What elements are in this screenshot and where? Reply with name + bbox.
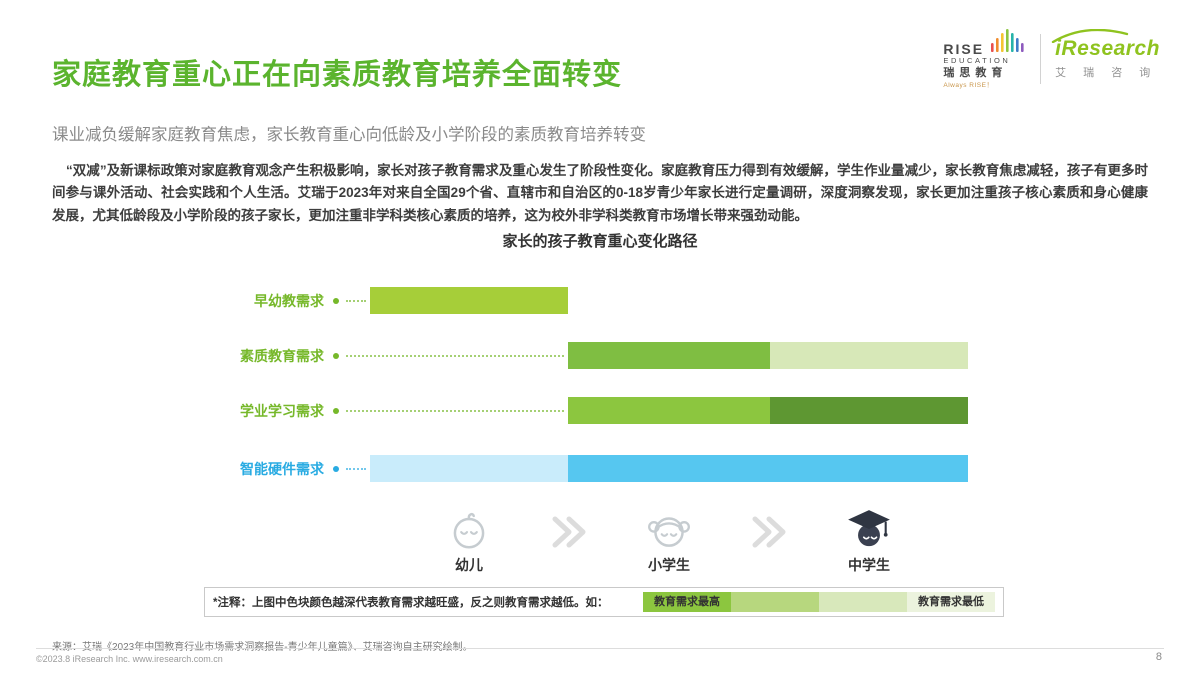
rise-bars-icon — [990, 28, 1026, 57]
chart-title: 家长的孩子教育重心变化路径 — [502, 233, 698, 250]
rise-logo-cn: 瑞思教育 — [943, 67, 1008, 80]
footer-copyright: ©2023.8 iResearch Inc. www.iresearch.com… — [36, 654, 223, 664]
leader-dot — [333, 298, 339, 304]
bar-segment — [568, 397, 770, 424]
chart-canvas: 早幼教需求素质教育需求 学业学习需求 智能硬件需求幼儿 小学生 中学生 — [52, 263, 1148, 577]
leader-dot — [333, 408, 339, 414]
stage-label: 幼儿 — [455, 557, 483, 573]
chevron-right-icon — [749, 515, 789, 549]
legend-block: 教育需求最高 — [643, 592, 731, 612]
header-logos: RISE EDUCATION 瑞思教育 Always RISE！ iResear… — [943, 28, 1160, 89]
leader-line — [346, 355, 564, 357]
rise-logo-name: RISE — [943, 41, 985, 58]
leader-line — [346, 410, 564, 412]
bar-segment — [370, 287, 568, 314]
bar-segment — [568, 455, 968, 482]
legend-block — [819, 592, 907, 612]
education-focus-chart: 家长的孩子教育重心变化路径 早幼教需求素质教育需求 学业学习需求 智能硬件需求幼儿 小… — [52, 230, 1148, 577]
iresearch-logo: iResearch 艾 瑞 咨 询 — [1051, 29, 1160, 80]
note-box: *注释：上图中色块颜色越深代表教育需求越旺盛，反之则教育需求越低。如： 教育需求… — [204, 587, 1004, 617]
legend-strip: 教育需求最高 教育需求最低 — [643, 592, 995, 612]
logo-divider — [1040, 33, 1042, 84]
leader-dot — [333, 466, 339, 472]
rise-education-logo: RISE EDUCATION 瑞思教育 Always RISE！ — [943, 28, 1026, 89]
iresearch-logo-cn: 艾 瑞 咨 询 — [1055, 67, 1158, 80]
leader-dot — [333, 353, 339, 359]
baby-icon — [445, 506, 493, 554]
leader-line — [346, 300, 366, 302]
source-text: 来源：艾瑞《2023年中国教育行业市场需求洞察报告-青少年儿童篇》、艾瑞咨询自主… — [52, 638, 473, 653]
iresearch-logo-name: iResearch — [1055, 37, 1160, 61]
legend-block: 教育需求最低 — [907, 592, 995, 612]
bar-segment — [568, 342, 770, 369]
page-number: 8 — [1155, 651, 1162, 663]
bar-row-label: 早幼教需求 — [254, 293, 324, 309]
bar-segment — [770, 397, 968, 424]
bar-segment — [770, 342, 968, 369]
graduate-icon — [845, 506, 893, 554]
note-text: *注释：上图中色块颜色越深代表教育需求越旺盛，反之则教育需求越低。如： — [213, 597, 609, 609]
stage-label: 中学生 — [848, 557, 890, 573]
bar-row-label: 学业学习需求 — [240, 403, 324, 419]
page-title: 家庭教育重心正在向素质教育培养全面转变 — [52, 59, 623, 92]
rise-logo-tagline: Always RISE！ — [943, 81, 994, 89]
body-paragraph: “双减”及新课标政策对家庭教育观念产生积极影响，家长对孩子教育需求及重心发生了阶… — [52, 162, 1148, 223]
rise-logo-subname: EDUCATION — [943, 56, 1011, 66]
footer-rule — [36, 648, 1164, 649]
page-subtitle: 课业减负缓解家庭教育焦虑，家长教育重心向低龄及小学阶段的素质教育培养转变 — [52, 125, 646, 144]
stage-label: 小学生 — [648, 557, 690, 573]
bar-row-label: 智能硬件需求 — [240, 461, 324, 477]
legend-block — [731, 592, 819, 612]
student-girl-icon — [645, 506, 693, 554]
bar-segment — [370, 455, 568, 482]
iresearch-swoosh-icon — [1051, 29, 1129, 44]
bar-row-label: 素质教育需求 — [240, 348, 324, 364]
chevron-right-icon — [549, 515, 589, 549]
leader-line — [346, 468, 366, 470]
